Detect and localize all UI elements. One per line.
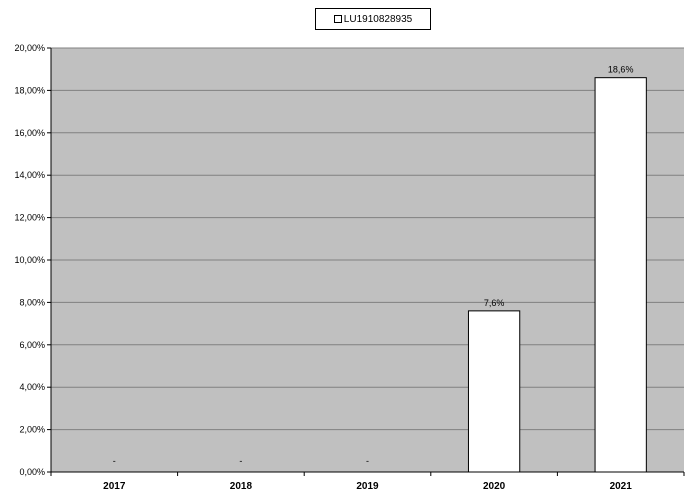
- data-label: -: [239, 456, 242, 466]
- y-tick-label: 20,00%: [14, 43, 45, 53]
- legend: LU1910828935: [315, 8, 431, 30]
- x-tick-label: 2019: [356, 481, 379, 492]
- y-tick-label: 12,00%: [14, 213, 45, 223]
- legend-swatch: [333, 15, 342, 23]
- y-tick-label: 2,00%: [19, 425, 45, 435]
- data-label: 7,6%: [484, 298, 505, 308]
- data-label: -: [366, 456, 369, 466]
- x-tick-label: 2017: [103, 481, 126, 492]
- x-tick-label: 2020: [483, 481, 506, 492]
- x-tick-label: 2021: [610, 481, 633, 492]
- bar: [467, 310, 521, 473]
- y-tick-label: 10,00%: [14, 255, 45, 265]
- legend-label: LU1910828935: [343, 13, 413, 25]
- y-tick-label: 16,00%: [14, 128, 45, 138]
- y-tick-label: 0,00%: [19, 467, 45, 477]
- y-tick-label: 6,00%: [19, 340, 45, 350]
- x-tick-label: 2018: [230, 481, 253, 492]
- data-label: -: [113, 456, 116, 466]
- bar: [594, 77, 647, 473]
- y-tick-label: 4,00%: [19, 382, 45, 392]
- y-tick-label: 8,00%: [19, 297, 45, 307]
- y-tick-label: 14,00%: [14, 170, 45, 180]
- data-label: 18,6%: [608, 65, 634, 75]
- y-tick-label: 18,00%: [14, 85, 45, 95]
